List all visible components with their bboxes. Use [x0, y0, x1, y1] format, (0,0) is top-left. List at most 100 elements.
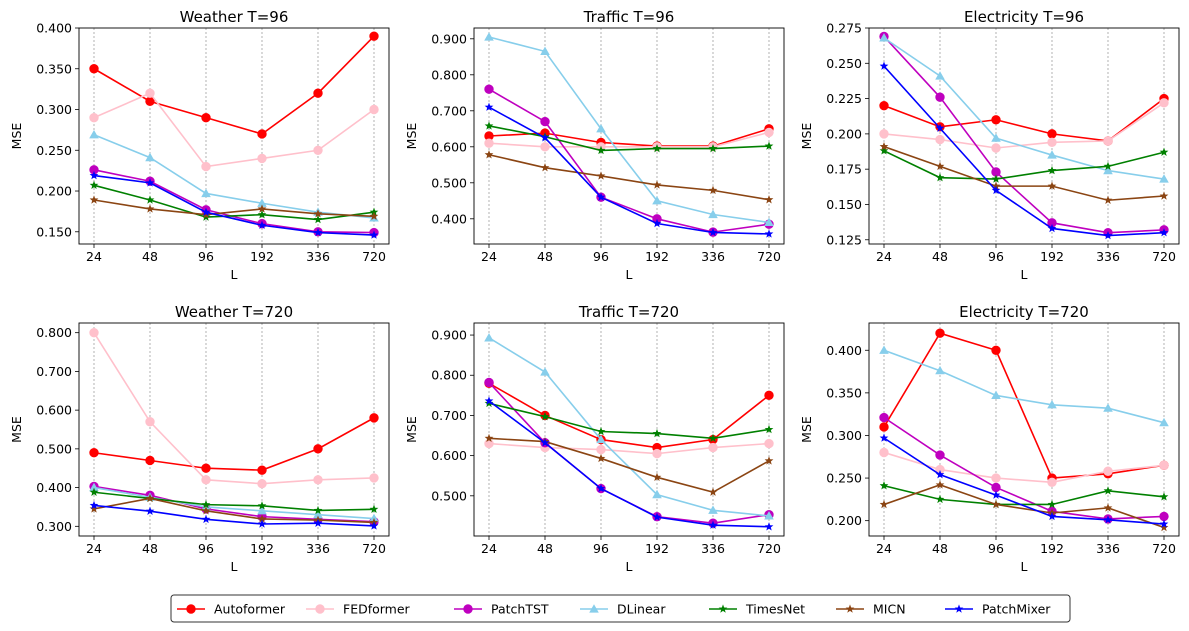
data-point	[89, 129, 99, 139]
data-point	[484, 102, 494, 111]
x-tick-label: 720	[362, 541, 386, 556]
data-point	[313, 475, 323, 485]
x-tick-label: 24	[481, 249, 497, 264]
data-point	[145, 96, 155, 107]
data-point	[1103, 515, 1113, 524]
data-point	[991, 490, 1001, 499]
data-point	[369, 104, 379, 115]
x-tick-label: 336	[701, 249, 725, 264]
series-autoformer	[89, 413, 379, 475]
data-point	[935, 173, 945, 182]
chart-title: Weather T=720	[175, 303, 293, 321]
data-point	[89, 487, 99, 496]
legend-marker	[954, 604, 964, 613]
x-axis-label: L	[231, 559, 238, 574]
series-patchtst	[879, 412, 1169, 524]
data-point	[89, 170, 99, 180]
x-tick-label: 48	[932, 249, 948, 264]
data-point	[596, 434, 606, 444]
y-tick-label: 0.300	[36, 519, 72, 534]
y-tick-label: 0.250	[36, 143, 72, 158]
data-point	[201, 210, 211, 219]
data-point	[1159, 417, 1169, 427]
data-point	[1103, 161, 1113, 171]
x-tick-label: 48	[537, 541, 553, 556]
series-line	[883, 150, 1165, 180]
data-point	[484, 138, 494, 148]
data-point	[935, 480, 945, 489]
data-point	[596, 145, 606, 155]
data-point	[935, 71, 945, 80]
data-point	[879, 100, 889, 111]
series-line	[93, 491, 375, 512]
data-point	[652, 428, 662, 438]
legend-entry-dlinear: DLinear	[580, 602, 666, 617]
data-point	[652, 218, 662, 228]
series-fedformer	[484, 438, 774, 459]
data-point	[201, 161, 211, 172]
x-tick-label: 720	[362, 249, 386, 264]
data-point	[484, 333, 494, 342]
axes-frame	[78, 322, 390, 537]
x-tick-label: 24	[86, 249, 102, 264]
y-tick-label: 0.400	[36, 480, 72, 495]
series-patchmixer	[879, 433, 1169, 528]
data-point	[145, 88, 155, 98]
data-point	[991, 133, 1001, 142]
data-point	[89, 504, 99, 513]
data-point	[89, 64, 99, 74]
data-point	[484, 377, 494, 388]
data-point	[652, 512, 662, 521]
x-tick-label: 192	[250, 249, 274, 264]
data-point	[313, 509, 323, 519]
x-axis-label: L	[626, 559, 633, 574]
series-micn	[484, 150, 774, 204]
data-point	[145, 152, 155, 162]
data-point	[708, 520, 718, 529]
data-point	[1103, 136, 1113, 146]
data-point	[1103, 230, 1113, 240]
series-line	[93, 504, 375, 527]
x-tick-label: 720	[1152, 249, 1176, 264]
data-point	[991, 473, 1001, 483]
data-point	[764, 141, 774, 150]
data-point	[1159, 98, 1169, 108]
data-point	[89, 448, 99, 458]
series-line	[488, 106, 770, 235]
y-tick-label: 0.400	[826, 343, 862, 358]
series-line	[883, 37, 1165, 180]
data-point	[540, 116, 550, 127]
y-tick-label: 0.500	[36, 441, 72, 456]
legend-marker	[463, 604, 473, 614]
y-tick-label: 0.250	[826, 471, 862, 486]
data-point	[89, 112, 99, 123]
data-point	[1103, 403, 1113, 412]
data-point	[1047, 399, 1057, 409]
data-point	[257, 220, 267, 229]
data-point	[879, 129, 889, 139]
data-point	[540, 412, 550, 421]
x-tick-label: 192	[1040, 249, 1064, 264]
data-point	[935, 123, 945, 132]
data-point	[257, 501, 267, 510]
data-point	[879, 141, 889, 151]
data-point	[652, 180, 662, 189]
data-point	[369, 521, 379, 530]
series-timesnet	[484, 121, 774, 155]
series-line	[488, 437, 770, 494]
series-timesnet	[879, 146, 1169, 183]
data-point	[935, 328, 945, 338]
x-tick-label: 24	[876, 541, 892, 556]
data-point	[935, 161, 945, 171]
x-axis-label: L	[1021, 267, 1028, 282]
y-axis-label: MSE	[799, 123, 814, 150]
y-tick-label: 0.350	[36, 61, 72, 76]
data-point	[596, 124, 606, 133]
legend-label: PatchTST	[491, 602, 549, 617]
data-point	[1159, 228, 1169, 237]
data-point	[879, 433, 889, 442]
series-patchtst	[89, 165, 379, 238]
x-tick-label: 336	[1096, 541, 1120, 556]
data-point	[540, 133, 550, 142]
